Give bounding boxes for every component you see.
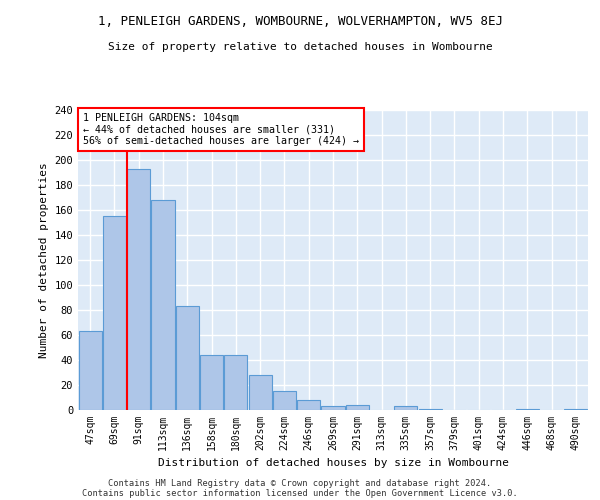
Text: Size of property relative to detached houses in Wombourne: Size of property relative to detached ho… <box>107 42 493 52</box>
Bar <box>200 355 223 410</box>
X-axis label: Distribution of detached houses by size in Wombourne: Distribution of detached houses by size … <box>157 458 509 468</box>
Text: Contains public sector information licensed under the Open Government Licence v3: Contains public sector information licen… <box>82 488 518 498</box>
Text: Contains HM Land Registry data © Crown copyright and database right 2024.: Contains HM Land Registry data © Crown c… <box>109 478 491 488</box>
Bar <box>248 375 272 410</box>
Bar <box>151 200 175 410</box>
Bar <box>419 409 442 410</box>
Bar <box>565 409 587 410</box>
Y-axis label: Number of detached properties: Number of detached properties <box>39 162 49 358</box>
Bar <box>297 400 320 410</box>
Bar <box>394 406 418 410</box>
Bar <box>346 405 369 410</box>
Bar <box>79 331 101 410</box>
Bar <box>127 169 150 410</box>
Text: 1 PENLEIGH GARDENS: 104sqm
← 44% of detached houses are smaller (331)
56% of sem: 1 PENLEIGH GARDENS: 104sqm ← 44% of deta… <box>83 113 359 146</box>
Bar <box>224 355 247 410</box>
Text: 1, PENLEIGH GARDENS, WOMBOURNE, WOLVERHAMPTON, WV5 8EJ: 1, PENLEIGH GARDENS, WOMBOURNE, WOLVERHA… <box>97 15 503 28</box>
Bar <box>322 406 344 410</box>
Bar <box>516 409 539 410</box>
Bar <box>176 306 199 410</box>
Bar <box>103 216 126 410</box>
Bar <box>273 391 296 410</box>
